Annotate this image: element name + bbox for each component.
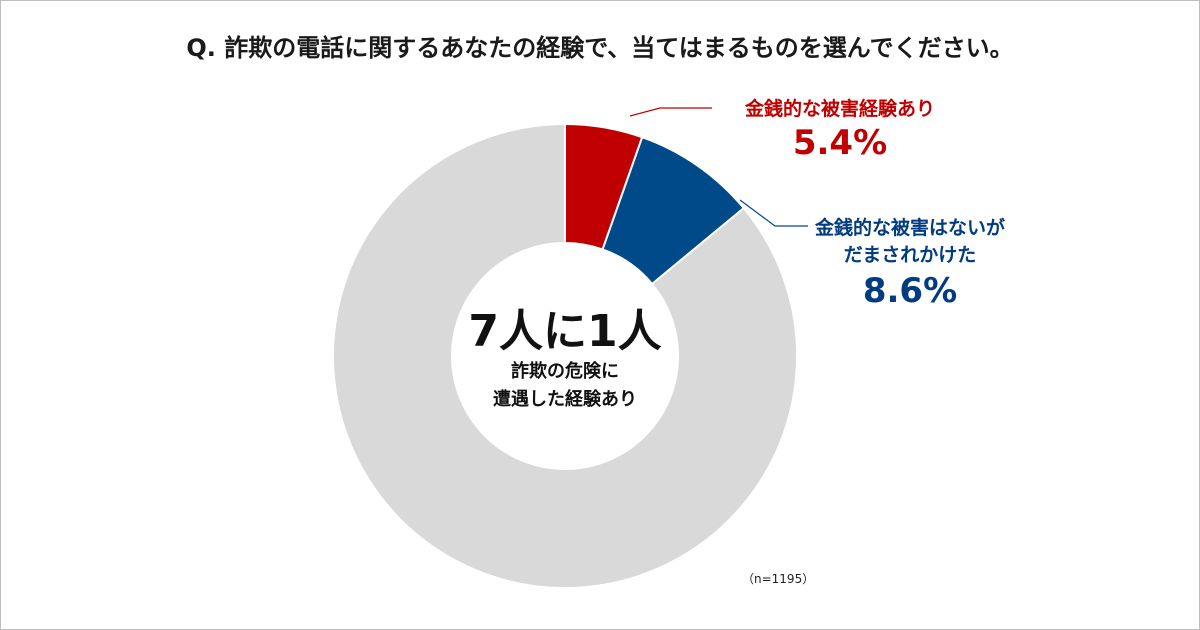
slice-label-monetary-damage: 金銭的な被害経験あり 5.4%: [700, 96, 980, 163]
slice-1-value-label: 8.6%: [862, 271, 958, 311]
leader-line-0: [629, 107, 712, 117]
chart-title: Q. 詐欺の電話に関するあなたの経験で、当てはまるものを選んでください。: [186, 34, 1014, 62]
slice-label-almost-deceived: 金銭的な被害はないが だまされかけた 8.6%: [780, 215, 1040, 311]
slice-1-label-line-2: だまされかけた: [843, 244, 977, 266]
slice-1-label-line-1: 金銭的な被害はないが: [814, 217, 1005, 239]
leader-line-1: [739, 199, 808, 227]
center-line-2: 遭遇した経験あり: [493, 389, 637, 410]
center-line-1: 詐欺の危険に: [511, 361, 619, 382]
donut-center-text: 7人に1人 詐欺の危険に 遭遇した経験あり: [445, 306, 685, 414]
donut-slice-2: [332, 122, 798, 589]
slice-0-value-label: 5.4%: [792, 123, 888, 163]
sample-size-note: （n=1195）: [742, 572, 815, 586]
center-headline: 7人に1人: [468, 306, 662, 357]
slice-0-label: 金銭的な被害経験あり: [744, 98, 935, 120]
